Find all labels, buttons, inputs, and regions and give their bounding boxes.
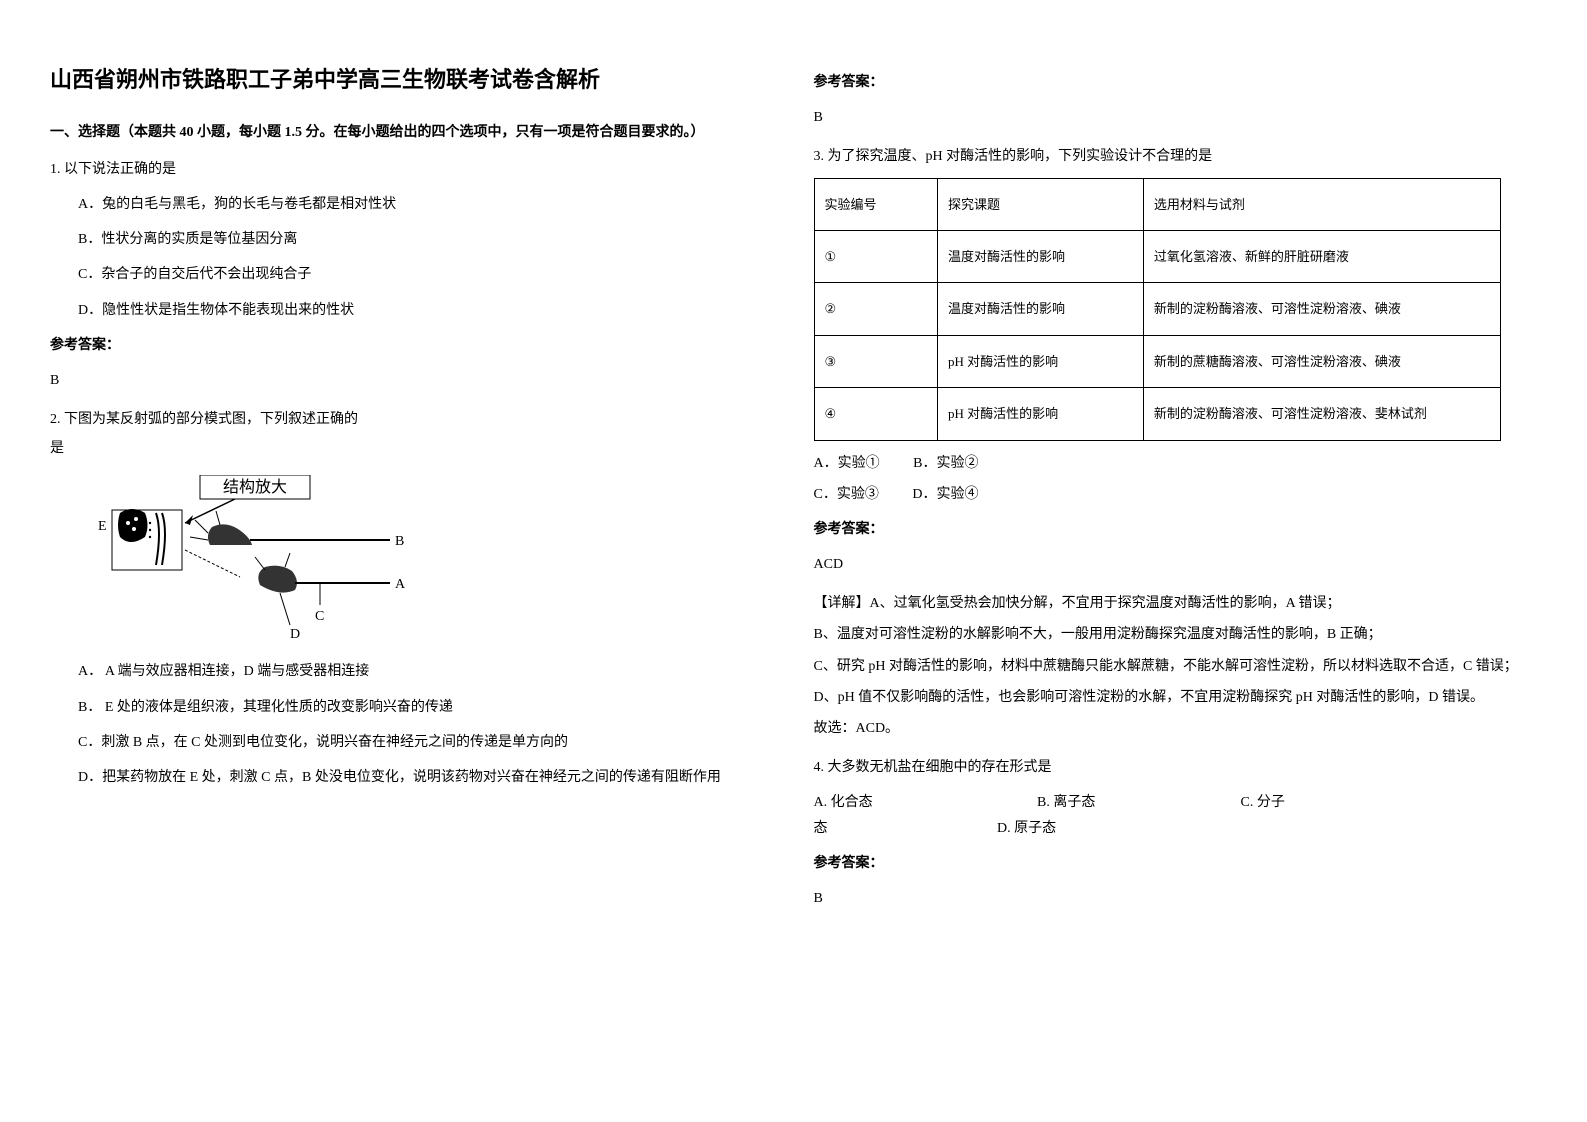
q2-stem: 2. 下图为某反射弧的部分模式图，下列叙述正确的 (50, 407, 774, 432)
q3-option-A: A．实验① (814, 451, 880, 476)
q1-option-A: A．兔的白毛与黑毛，狗的长毛与卷毛都是相对性状 (50, 192, 774, 217)
q2-option-C: C．刺激 B 点，在 C 处测到电位变化，说明兴奋在神经元之间的传递是单方向的 (50, 730, 774, 755)
q2-figure: 结构放大 E (90, 475, 774, 645)
label-E: E (98, 519, 107, 534)
right-column: 参考答案： B 3. 为了探究温度、pH 对酶活性的影响，下列实验设计不合理的是… (814, 60, 1538, 1062)
question-2: 2. 下图为某反射弧的部分模式图，下列叙述正确的 是 结构放大 E (50, 407, 774, 790)
explain-line: 故选：ACD。 (814, 716, 1538, 741)
q3-table: 实验编号 探究课题 选用材料与试剂 ① 温度对酶活性的影响 过氧化氢溶液、新鲜的… (814, 178, 1501, 441)
q3-answer-label: 参考答案： (814, 517, 1538, 542)
table-row: ③ pH 对酶活性的影响 新制的蔗糖酶溶液、可溶性淀粉溶液、碘液 (814, 335, 1500, 387)
cell: pH 对酶活性的影响 (938, 335, 1144, 387)
table-row: ② 温度对酶活性的影响 新制的淀粉酶溶液、可溶性淀粉溶液、碘液 (814, 283, 1500, 335)
q3-option-B: B．实验② (913, 451, 978, 476)
cell: ④ (814, 388, 938, 440)
q1-answer-label: 参考答案： (50, 333, 774, 358)
explain-line: C、研究 pH 对酶活性的影响，材料中蔗糖酶只能水解蔗糖，不能水解可溶性淀粉，所… (814, 654, 1538, 679)
cell: ③ (814, 335, 938, 387)
page-title: 山西省朔州市铁路职工子弟中学高三生物联考试卷含解析 (50, 60, 774, 100)
explain-line: B、温度对可溶性淀粉的水解影响不大，一般用用淀粉酶探究温度对酶活性的影响，B 正… (814, 622, 1538, 647)
fig-label: 结构放大 (223, 478, 287, 496)
q2-option-D: D．把某药物放在 E 处，刺激 C 点，B 处没电位变化，说明该药物对兴奋在神经… (50, 765, 774, 790)
section-heading: 一、选择题（本题共 40 小题，每小题 1.5 分。在每小题给出的四个选项中，只… (50, 120, 774, 145)
left-column: 山西省朔州市铁路职工子弟中学高三生物联考试卷含解析 一、选择题（本题共 40 小… (50, 60, 774, 1062)
explain-line: 【详解】A、过氧化氢受热会加快分解，不宜用于探究温度对酶活性的影响，A 错误； (814, 591, 1538, 616)
q4-options: A. 化合态 B. 离子态 C. 分子 态 D. 原子态 (814, 790, 1538, 840)
q3-opts-row2: C．实验③ D．实验④ (814, 482, 1538, 507)
cell: 新制的淀粉酶溶液、可溶性淀粉溶液、斐林试剂 (1143, 388, 1500, 440)
explain-line: D、pH 值不仅影响酶的活性，也会影响可溶性淀粉的水解，不宜用淀粉酶探究 pH … (814, 685, 1538, 710)
q3-opts-row1: A．实验① B．实验② (814, 451, 1538, 476)
q2-answer: B (814, 105, 1538, 130)
cell: 新制的蔗糖酶溶液、可溶性淀粉溶液、碘液 (1143, 335, 1500, 387)
q3-answer: ACD (814, 552, 1538, 577)
cell: 温度对酶活性的影响 (938, 283, 1144, 335)
table-row: ④ pH 对酶活性的影响 新制的淀粉酶溶液、可溶性淀粉溶液、斐林试剂 (814, 388, 1500, 440)
cell: 新制的淀粉酶溶液、可溶性淀粉溶液、碘液 (1143, 283, 1500, 335)
q2-answer-label: 参考答案： (814, 70, 1538, 95)
q3-option-D: D．实验④ (912, 482, 978, 507)
label-D: D (290, 627, 300, 642)
q4-option-C: C. 分子 (1241, 795, 1285, 810)
q2-option-B: B． E 处的液体是组织液，其理化性质的改变影响兴奋的传递 (50, 695, 774, 720)
q4-answer: B (814, 886, 1538, 911)
question-4: 4. 大多数无机盐在细胞中的存在形式是 A. 化合态 B. 离子态 C. 分子 … (814, 755, 1538, 911)
label-C: C (315, 609, 324, 624)
question-3: 3. 为了探究温度、pH 对酶活性的影响，下列实验设计不合理的是 实验编号 探究… (814, 144, 1538, 741)
q1-option-B: B．性状分离的实质是等位基因分离 (50, 227, 774, 252)
label-A: A (395, 577, 406, 592)
q1-answer: B (50, 368, 774, 393)
cell: 温度对酶活性的影响 (938, 230, 1144, 282)
question-1: 1. 以下说法正确的是 A．兔的白毛与黑毛，狗的长毛与卷毛都是相对性状 B．性状… (50, 157, 774, 393)
q4-option-B: B. 离子态 (1037, 790, 1237, 815)
q1-stem: 1. 以下说法正确的是 (50, 157, 774, 182)
table-row: ① 温度对酶活性的影响 过氧化氢溶液、新鲜的肝脏研磨液 (814, 230, 1500, 282)
q2-option-A: A． A 端与效应器相连接，D 端与感受器相连接 (50, 659, 774, 684)
q3-explanation: 【详解】A、过氧化氢受热会加快分解，不宜用于探究温度对酶活性的影响，A 错误； … (814, 591, 1538, 741)
cell: pH 对酶活性的影响 (938, 388, 1144, 440)
label-B: B (395, 534, 404, 549)
q2-stem-2: 是 (50, 436, 774, 461)
cell: ① (814, 230, 938, 282)
reflex-arc-diagram: 结构放大 E (90, 475, 410, 645)
q4-option-A: A. 化合态 (814, 790, 1034, 815)
table-header-row: 实验编号 探究课题 选用材料与试剂 (814, 178, 1500, 230)
cell: 过氧化氢溶液、新鲜的肝脏研磨液 (1143, 230, 1500, 282)
th-1: 实验编号 (814, 178, 938, 230)
q3-option-C: C．实验③ (814, 482, 879, 507)
th-3: 选用材料与试剂 (1143, 178, 1500, 230)
q1-option-D: D．隐性性状是指生物体不能表现出来的性状 (50, 298, 774, 323)
q4-answer-label: 参考答案： (814, 851, 1538, 876)
q3-stem: 3. 为了探究温度、pH 对酶活性的影响，下列实验设计不合理的是 (814, 144, 1538, 169)
q4-stem: 4. 大多数无机盐在细胞中的存在形式是 (814, 755, 1538, 780)
q4-option-C2: 态 (814, 816, 994, 841)
th-2: 探究课题 (938, 178, 1144, 230)
cell: ② (814, 283, 938, 335)
q4-option-D: D. 原子态 (997, 821, 1056, 836)
q1-option-C: C．杂合子的自交后代不会出现纯合子 (50, 262, 774, 287)
